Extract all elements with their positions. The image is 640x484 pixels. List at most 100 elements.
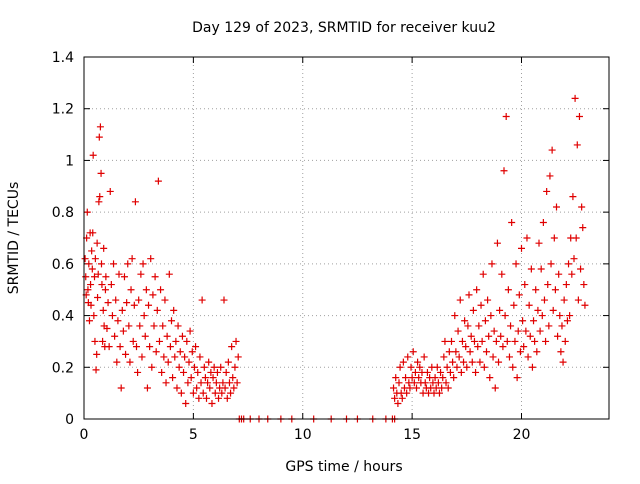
data-point	[108, 312, 116, 320]
data-point	[96, 123, 104, 131]
data-point	[522, 327, 530, 335]
data-point	[472, 368, 480, 376]
data-point	[440, 353, 448, 361]
data-point	[209, 374, 217, 382]
data-point	[130, 301, 138, 309]
data-point	[105, 343, 113, 351]
data-point	[538, 312, 546, 320]
data-point	[185, 358, 193, 366]
data-point	[87, 301, 95, 309]
data-point	[510, 301, 518, 309]
data-point	[87, 281, 95, 289]
data-point	[84, 286, 92, 294]
data-point	[519, 317, 527, 325]
data-point	[532, 286, 540, 294]
data-point	[99, 306, 107, 314]
data-point	[135, 296, 143, 304]
data-point	[133, 343, 140, 351]
data-point	[551, 286, 559, 294]
data-point	[201, 374, 209, 382]
data-point	[442, 379, 450, 387]
data-point	[535, 239, 543, 247]
data-point	[450, 374, 458, 382]
data-point	[97, 169, 105, 177]
data-point	[137, 270, 145, 278]
data-point	[446, 368, 454, 376]
data-point	[544, 281, 552, 289]
data-point	[131, 198, 139, 206]
data-point	[575, 112, 583, 120]
data-point	[573, 141, 581, 149]
data-point	[516, 348, 524, 356]
data-point	[469, 306, 477, 314]
data-point	[406, 384, 414, 392]
data-point	[186, 327, 194, 335]
data-point	[513, 374, 521, 382]
data-point	[126, 358, 134, 366]
data-point	[524, 353, 532, 361]
data-point	[501, 312, 509, 320]
data-point	[566, 312, 574, 320]
data-point	[556, 312, 564, 320]
data-point	[485, 332, 493, 340]
data-point	[115, 270, 123, 278]
data-point	[152, 348, 160, 356]
data-point	[102, 273, 110, 281]
data-point	[553, 203, 560, 211]
data-point	[85, 260, 93, 268]
data-point	[93, 350, 101, 358]
data-point	[212, 379, 220, 387]
data-point	[489, 353, 497, 361]
data-point	[504, 286, 512, 294]
data-point	[461, 317, 469, 325]
data-point	[416, 363, 424, 371]
y-tick-label: 0.6	[52, 257, 74, 273]
data-point	[159, 322, 167, 330]
data-point	[478, 337, 486, 345]
data-point	[474, 343, 482, 351]
data-point	[545, 322, 553, 330]
data-point	[188, 348, 196, 356]
data-point	[143, 384, 151, 392]
data-point	[509, 363, 517, 371]
data-point	[187, 374, 195, 382]
data-point	[394, 399, 402, 407]
data-point	[192, 343, 200, 351]
data-point	[173, 384, 181, 392]
data-point	[170, 306, 178, 314]
data-point	[448, 337, 455, 345]
data-point	[89, 229, 97, 237]
data-point	[138, 353, 146, 361]
data-point	[210, 363, 218, 371]
data-point	[120, 273, 128, 281]
data-point	[547, 260, 555, 268]
data-point	[549, 306, 557, 314]
data-point	[462, 343, 470, 351]
data-point	[157, 286, 165, 294]
y-tick-label: 0.4	[52, 309, 74, 325]
data-point	[561, 337, 569, 345]
y-tick-label: 1.2	[52, 102, 74, 118]
data-point	[205, 358, 213, 366]
data-point	[125, 322, 133, 330]
data-point	[565, 260, 573, 268]
data-point	[543, 187, 551, 195]
data-point	[122, 350, 130, 358]
data-point	[562, 281, 570, 289]
data-point	[206, 384, 214, 392]
data-point	[90, 312, 98, 320]
data-point	[184, 379, 192, 387]
data-point	[221, 384, 229, 392]
data-point	[219, 379, 227, 387]
data-point	[197, 379, 205, 387]
data-point	[175, 363, 183, 371]
data-point	[142, 286, 150, 294]
data-point	[160, 353, 168, 361]
data-point	[110, 260, 118, 268]
data-point	[435, 389, 443, 397]
data-point	[503, 337, 511, 345]
data-point	[103, 325, 111, 332]
data-point	[195, 394, 203, 402]
data-point	[518, 244, 525, 252]
